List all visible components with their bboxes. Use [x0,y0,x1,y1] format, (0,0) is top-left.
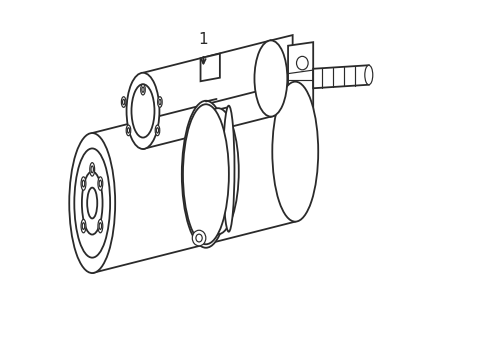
Ellipse shape [142,87,144,92]
Ellipse shape [159,99,161,105]
Ellipse shape [99,223,102,229]
Ellipse shape [81,171,102,235]
Ellipse shape [182,101,229,248]
Ellipse shape [98,219,102,233]
Ellipse shape [364,65,372,85]
Ellipse shape [155,125,160,136]
Ellipse shape [183,104,228,244]
Ellipse shape [82,223,84,229]
Ellipse shape [81,219,86,233]
Ellipse shape [223,106,234,232]
Ellipse shape [126,73,159,149]
Ellipse shape [127,128,129,133]
Ellipse shape [87,188,97,219]
Text: 1: 1 [198,32,208,47]
Ellipse shape [272,82,318,222]
Ellipse shape [98,177,102,190]
Ellipse shape [296,57,307,70]
Ellipse shape [131,84,154,138]
Ellipse shape [91,166,93,173]
Ellipse shape [254,40,287,117]
Ellipse shape [126,125,130,136]
Ellipse shape [99,180,102,187]
Ellipse shape [197,108,238,234]
Ellipse shape [157,97,162,107]
Ellipse shape [90,163,95,176]
Ellipse shape [74,148,110,258]
Ellipse shape [141,84,145,95]
Ellipse shape [122,99,124,105]
Ellipse shape [196,234,202,242]
Ellipse shape [156,128,158,133]
Polygon shape [200,54,220,81]
Ellipse shape [69,133,115,273]
Polygon shape [270,35,292,117]
Polygon shape [312,65,368,88]
Ellipse shape [192,230,205,246]
Ellipse shape [82,180,84,187]
Polygon shape [287,42,312,111]
Ellipse shape [121,97,126,107]
Ellipse shape [81,177,86,190]
